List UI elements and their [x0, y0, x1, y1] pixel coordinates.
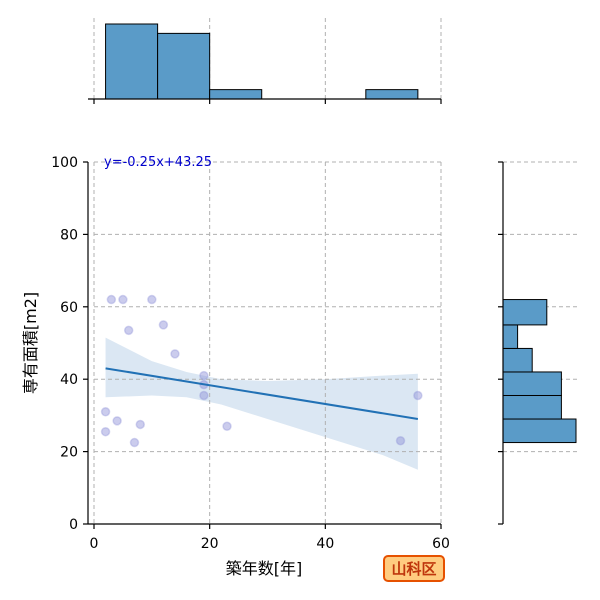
scatter-point: [100, 407, 111, 417]
y-tick-label: 80: [60, 227, 78, 243]
scatter-points: [100, 294, 423, 448]
scatter-point: [147, 294, 157, 305]
scatter-point: [199, 390, 209, 401]
scatter-point: [112, 416, 122, 426]
y-tick-label: 60: [60, 300, 78, 316]
y-tick-label: 0: [69, 517, 78, 533]
x-tick-label: 0: [90, 536, 99, 552]
y-histogram-bar: [502, 347, 533, 373]
confidence-band: [105, 337, 418, 470]
axes: 0 20 40 60 0 20 40 60 80 100: [51, 98, 504, 552]
x-histogram-bar: [209, 89, 263, 100]
y-histogram-bar: [502, 324, 519, 349]
regression-line: [105, 367, 419, 421]
y-histogram-bar: [502, 394, 562, 420]
x-histogram-bar: [157, 32, 211, 100]
scatter-point: [222, 421, 232, 432]
scatter-point: [123, 325, 134, 336]
scatter-point: [118, 294, 128, 305]
y-histogram-bar: [502, 418, 577, 444]
regression-line-group: [105, 367, 419, 421]
y-histogram-bar: [502, 371, 562, 396]
y-histogram-bar: [502, 299, 548, 326]
scatter-point: [395, 435, 406, 446]
x-tick-label: 40: [316, 536, 334, 552]
scatter-point: [199, 370, 209, 381]
y-tick-label: 40: [60, 372, 78, 388]
x-histogram-bar: [105, 23, 159, 100]
scatter-point: [129, 437, 140, 448]
x-tick-label: 60: [432, 536, 450, 552]
x-histogram-bar: [365, 89, 419, 100]
ward-badge: 山科区: [383, 555, 445, 582]
x-histogram: [105, 23, 419, 100]
y-tick-label: 20: [60, 445, 78, 461]
ward-badge-label: 山科区: [391, 560, 437, 578]
scatter-point: [158, 320, 169, 330]
scatter-point: [106, 294, 117, 305]
regression-equation: y=-0.25x+43.25: [104, 155, 212, 170]
scatter-point: [100, 426, 111, 437]
y-histogram: [502, 299, 577, 444]
scatter-point: [135, 419, 146, 430]
y-axis-label: 専有面積[m2]: [21, 292, 40, 394]
scatter-point: [170, 349, 180, 359]
scatter-point: [413, 390, 423, 401]
y-tick-label: 100: [51, 155, 78, 171]
confidence-band-area: [105, 337, 418, 470]
x-axis-label: 築年数[年]: [226, 559, 303, 578]
x-tick-label: 20: [201, 536, 219, 552]
